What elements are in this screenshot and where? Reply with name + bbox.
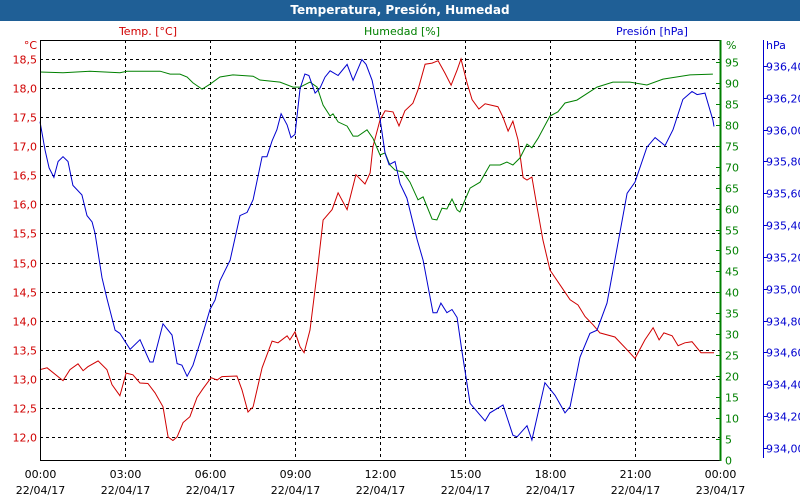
- humidity-tick-label: 50: [725, 245, 739, 258]
- pressure-tick-label: 936,20: [766, 93, 800, 106]
- pressure-tick-label: 936,00: [766, 125, 800, 138]
- pressure-tick-label: 934,40: [766, 379, 800, 392]
- grid: [40, 40, 767, 461]
- pressure-series-line: [39, 58, 715, 442]
- humidity-tick-label: 35: [725, 308, 739, 321]
- temp-tick-label: 12,5: [13, 403, 38, 416]
- x-tick-date: 22/04/17: [441, 484, 490, 497]
- x-tick-date: 22/04/17: [271, 484, 320, 497]
- humidity-tick-label: 25: [725, 350, 739, 363]
- chart-title: Temperatura, Presión, Humedad: [0, 0, 800, 21]
- pressure-tick-label: 934,80: [766, 316, 800, 329]
- humidity-tick-label: 0: [725, 455, 732, 468]
- x-tick-time: 09:00: [280, 468, 312, 481]
- x-tick-date: 22/04/17: [526, 484, 575, 497]
- humidity-tick-label: 60: [725, 204, 739, 217]
- humidity-series-line: [39, 70, 713, 221]
- pressure-tick-label: 934,20: [766, 411, 800, 424]
- temp-tick-label: 14,0: [13, 316, 38, 329]
- pressure-tick-label: 935,40: [766, 220, 800, 233]
- x-tick-date: 22/04/17: [611, 484, 660, 497]
- axes-group: [40, 40, 764, 461]
- x-tick-date: 23/04/17: [696, 484, 745, 497]
- temp-series-line: [39, 57, 714, 442]
- humidity-tick-label: 5: [725, 434, 732, 447]
- legend-temp: Temp. [°C]: [118, 25, 177, 38]
- humidity-tick-label: 15: [725, 392, 739, 405]
- temp-tick-label: 13,0: [13, 374, 38, 387]
- labels-group: Temp. [°C] Humedad [%] Presión [hPa] °C …: [13, 25, 800, 497]
- temp-tick-label: 13,5: [13, 345, 38, 358]
- pressure-tick-label: 935,20: [766, 252, 800, 265]
- pressure-tick-label: 936,40: [766, 61, 800, 74]
- temp-tick-label: 12,0: [13, 432, 38, 445]
- legend-pressure: Presión [hPa]: [616, 25, 688, 38]
- x-tick-time: 00:00: [25, 468, 57, 481]
- humidity-tick-label: 85: [725, 99, 739, 112]
- x-tick-date: 22/04/17: [186, 484, 235, 497]
- temp-tick-label: 14,5: [13, 287, 38, 300]
- x-tick-time: 00:00: [705, 468, 737, 481]
- pressure-tick-label: 935,60: [766, 188, 800, 201]
- temp-axis-unit: °C: [24, 39, 38, 52]
- humidity-tick-label: 90: [725, 78, 739, 91]
- temp-tick-label: 16,0: [13, 199, 38, 212]
- pressure-tick-label: 935,00: [766, 284, 800, 297]
- temp-tick-label: 17,5: [13, 112, 38, 125]
- temp-tick-label: 16,5: [13, 170, 38, 183]
- humidity-tick-label: 70: [725, 162, 739, 175]
- series-group: [39, 57, 715, 442]
- pressure-tick-label: 935,80: [766, 156, 800, 169]
- temp-tick-label: 15,0: [13, 258, 38, 271]
- x-tick-time: 06:00: [195, 468, 227, 481]
- temp-tick-label: 15,5: [13, 228, 38, 241]
- humidity-tick-label: 75: [725, 141, 739, 154]
- temp-tick-label: 17,0: [13, 141, 38, 154]
- humidity-axis-unit: %: [726, 39, 736, 52]
- x-tick-time: 15:00: [450, 468, 482, 481]
- x-tick-time: 12:00: [365, 468, 397, 481]
- humidity-tick-label: 45: [725, 266, 739, 279]
- x-tick-date: 22/04/17: [356, 484, 405, 497]
- x-tick-time: 21:00: [620, 468, 652, 481]
- x-tick-time: 18:00: [535, 468, 567, 481]
- humidity-tick-label: 20: [725, 371, 739, 384]
- pressure-tick-label: 934,00: [766, 443, 800, 456]
- legend-humidity: Humedad [%]: [364, 25, 440, 38]
- x-tick-date: 22/04/17: [101, 484, 150, 497]
- humidity-tick-label: 30: [725, 329, 739, 342]
- humidity-tick-label: 40: [725, 287, 739, 300]
- pressure-tick-label: 934,60: [766, 347, 800, 360]
- x-tick-time: 03:00: [110, 468, 142, 481]
- humidity-tick-label: 95: [725, 57, 739, 70]
- temp-tick-label: 18,5: [13, 54, 38, 67]
- humidity-tick-label: 55: [725, 225, 739, 238]
- humidity-tick-label: 10: [725, 413, 739, 426]
- humidity-tick-label: 80: [725, 120, 739, 133]
- temp-tick-label: 18,0: [13, 83, 38, 96]
- pressure-axis-unit: hPa: [766, 39, 786, 52]
- humidity-tick-label: 65: [725, 183, 739, 196]
- x-tick-date: 22/04/17: [16, 484, 65, 497]
